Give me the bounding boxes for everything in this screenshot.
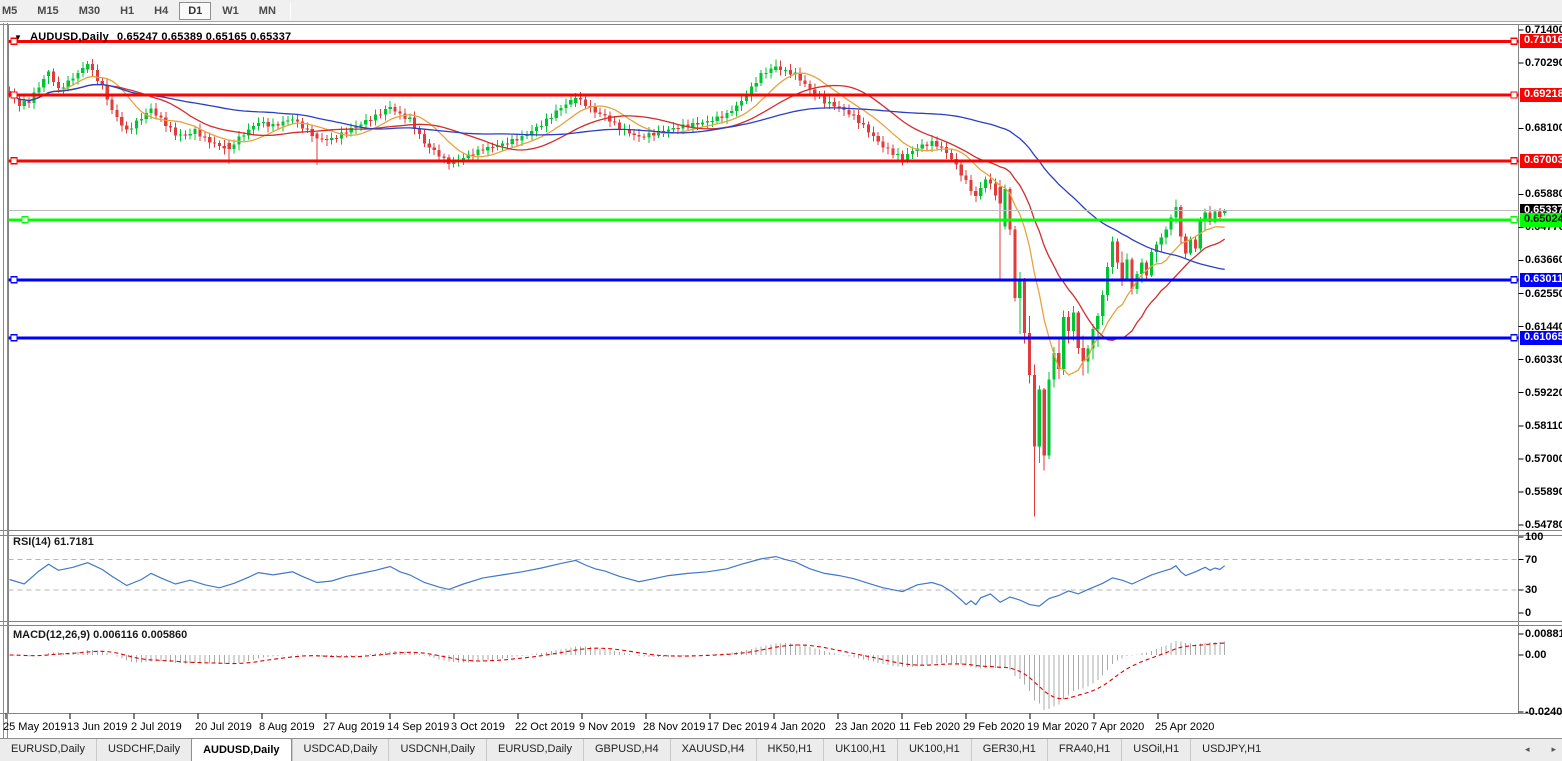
- chart-tab-uk100-h1[interactable]: UK100,H1: [823, 739, 897, 761]
- date-axis-label: 25 Apr 2020: [1155, 721, 1215, 733]
- date-axis-label: 28 Nov 2019: [643, 721, 706, 733]
- price-axis-label: 0.58110: [1525, 419, 1562, 432]
- symbol-dropdown-icon[interactable]: ▼: [14, 32, 23, 42]
- tab-scroll-buttons: ◂ ▸: [1525, 744, 1556, 754]
- timeframe-toolbar: M5 M15 M30 H1 H4 D1 W1 MN: [0, 0, 1562, 22]
- timeframe-button-m15[interactable]: M15: [37, 4, 59, 17]
- chart-tab-gbpusd-h4[interactable]: GBPUSD,H4: [583, 739, 670, 761]
- date-axis-label: 23 Jan 2020: [835, 721, 896, 733]
- timeframe-button-h1[interactable]: H1: [120, 4, 135, 17]
- macd-scale-label: 0.00: [1525, 649, 1547, 661]
- date-axis-label: 25 May 2019: [3, 721, 67, 733]
- chart-tab-uk100-h1[interactable]: UK100,H1: [896, 739, 971, 761]
- price-axis-label: 0.54780: [1525, 518, 1562, 531]
- timeframe-button-h4[interactable]: H4: [154, 4, 169, 17]
- price-axis-label: 0.71400: [1525, 24, 1562, 36]
- date-axis-label: 13 Jun 2019: [67, 721, 128, 733]
- date-axis-label: 14 Sep 2019: [387, 721, 450, 733]
- macd-indicator-label: MACD(12,26,9) 0.006116 0.005860: [13, 629, 188, 641]
- chart-tab-eurusd-daily[interactable]: EURUSD,Daily: [11, 743, 85, 755]
- date-axis-label: 19 Mar 2020: [1027, 721, 1089, 733]
- chart-tab-bar: EURUSD,Daily USDCHF,Daily AUDUSD,Daily USDC…: [0, 738, 1562, 761]
- chart-tab-usdchf-daily[interactable]: USDCHF,Daily: [95, 739, 191, 761]
- price-line-label: 0.71016: [1520, 34, 1562, 49]
- price-axis-label: 0.59220: [1525, 386, 1562, 399]
- chart-tab-usdjpy-h1[interactable]: USDJPY,H1: [1190, 739, 1272, 761]
- timeframe-button-m5[interactable]: M5: [2, 4, 18, 17]
- chart-tab-xauusd-h4[interactable]: XAUUSD,H4: [669, 739, 756, 761]
- price-axis-label: 0.61440: [1525, 320, 1562, 333]
- price-line-label: 0.61065: [1520, 330, 1562, 345]
- date-axis-label: 2 Jul 2019: [131, 721, 182, 733]
- chart-title: ▼ AUDUSD,Daily 0.65247 0.65389 0.65165 0…: [14, 31, 291, 43]
- price-axis-label: 0.55890: [1525, 485, 1562, 498]
- price-axis-label: 0.68100: [1525, 122, 1562, 135]
- timeframe-button-mn[interactable]: MN: [258, 4, 276, 17]
- window-border-left: [3, 23, 4, 738]
- date-axis-label: 11 Feb 2020: [899, 721, 960, 733]
- chart-tab-hk50-h1[interactable]: HK50,H1: [755, 739, 824, 761]
- macd-scale-label: 0.008815: [1525, 628, 1562, 641]
- macd-scale-label: -0.02408: [1525, 705, 1562, 718]
- price-axis-label: 0.62550: [1525, 287, 1562, 300]
- date-axis-label: 20 Jul 2019: [195, 721, 252, 733]
- date-axis-label: 22 Oct 2019: [515, 721, 575, 733]
- price-axis-label: 0.60330: [1525, 353, 1562, 366]
- rsi-scale-label: 100: [1525, 530, 1544, 543]
- chart-tab-ger30-h1[interactable]: GER30,H1: [970, 739, 1047, 761]
- window-border-left-inner: [7, 23, 8, 738]
- date-axis-label: 17 Dec 2019: [707, 721, 770, 733]
- tab-scroll-right-icon[interactable]: ▸: [1551, 744, 1556, 754]
- chart-ohlc-quotes: 0.65247 0.65389 0.65165 0.65337: [116, 31, 292, 43]
- chart-canvas[interactable]: [0, 23, 1562, 738]
- timeframe-button-m30[interactable]: M30: [78, 4, 101, 17]
- date-axis-label: 8 Aug 2019: [259, 721, 315, 733]
- date-axis-label: 7 Apr 2020: [1091, 721, 1145, 733]
- date-axis-label: 3 Oct 2019: [451, 721, 505, 733]
- timeframe-button-d1[interactable]: D1: [179, 1, 212, 20]
- chart-tab-usdcad-daily[interactable]: USDCAD,Daily: [291, 739, 389, 761]
- rsi-scale-label: 0: [1525, 607, 1532, 619]
- chart-tab-eurusd-daily[interactable]: EURUSD,Daily: [486, 739, 583, 761]
- price-line-label: 0.65024: [1520, 212, 1562, 227]
- tab-scroll-left-icon[interactable]: ◂: [1524, 744, 1530, 754]
- timeframe-button-w1[interactable]: W1: [222, 4, 239, 17]
- price-axis-label: 0.65880: [1525, 188, 1562, 201]
- date-axis-label: 29 Feb 2020: [963, 721, 1025, 733]
- price-line-label: 0.69218: [1520, 87, 1562, 102]
- price-axis-label: 0.70290: [1525, 57, 1562, 70]
- date-axis-label: 27 Aug 2019: [323, 721, 385, 733]
- rsi-scale-label: 70: [1525, 553, 1538, 566]
- price-axis-label: 0.63660: [1525, 254, 1562, 267]
- chart-tab-fra40-h1[interactable]: FRA40,H1: [1046, 739, 1121, 761]
- price-line-label: 0.63011: [1520, 272, 1562, 287]
- date-axis-label: 9 Nov 2019: [579, 721, 636, 733]
- chart-tab-audusd-daily[interactable]: AUDUSD,Daily: [191, 738, 292, 761]
- price-chart[interactable]: [0, 23, 1562, 738]
- rsi-indicator-label: RSI(14) 61.7181: [13, 536, 94, 548]
- chart-tab-usoil-h1[interactable]: USOil,H1: [1121, 739, 1190, 761]
- price-line-label: 0.67003: [1520, 153, 1562, 168]
- chart-tab-usdcnh-daily[interactable]: USDCNH,Daily: [388, 739, 486, 761]
- toolbar-separator: [289, 2, 291, 19]
- date-axis-label: 4 Jan 2020: [771, 721, 826, 733]
- rsi-scale-label: 30: [1525, 584, 1538, 597]
- timeframe-button-group: M5 M15 M30 H1 H4 D1 W1 MN: [0, 1, 286, 20]
- chart-symbol-label: AUDUSD,Daily: [30, 31, 109, 43]
- price-axis-label: 0.57000: [1525, 452, 1562, 465]
